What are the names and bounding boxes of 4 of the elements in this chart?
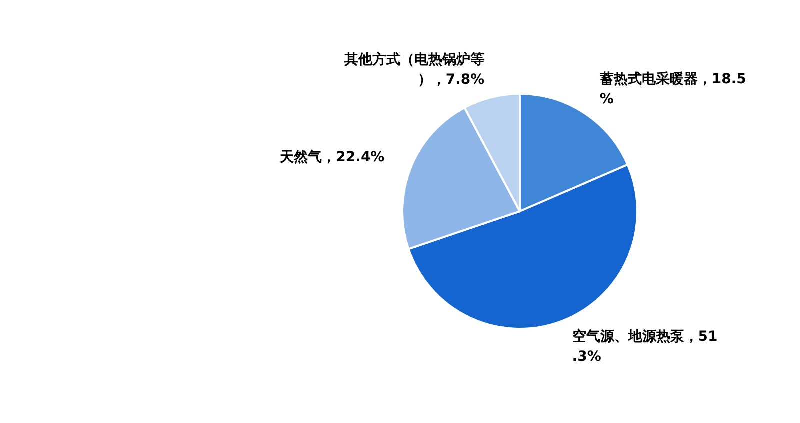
- slice-label: 空气源、地源热泵，51.3%: [572, 328, 718, 365]
- slice-label: 其他方式（电热锅炉等），7.8%: [344, 50, 485, 88]
- slice-label: 天然气，22.4%: [279, 150, 385, 166]
- slice-label: 蓄热式电采暖器，18.5%: [598, 70, 746, 108]
